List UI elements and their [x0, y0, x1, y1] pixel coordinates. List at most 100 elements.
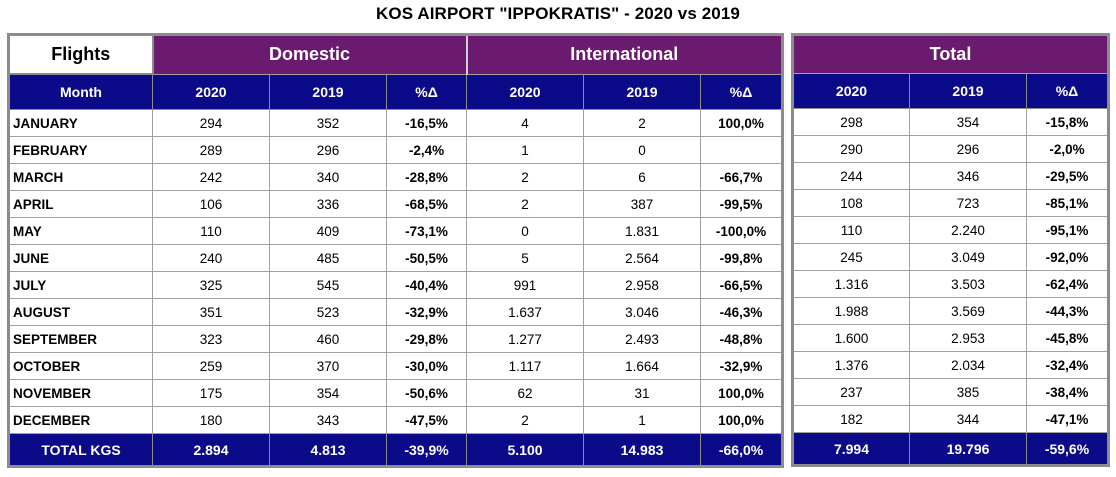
international-2019-cell: 387 — [583, 190, 702, 218]
month-cell: AUGUST — [8, 298, 153, 326]
international-2020-cell: 2 — [466, 163, 585, 191]
table-row: JANUARY 294 352 -16,5% 4 2 100,0% — [8, 109, 784, 137]
report-title: KOS AIRPORT "IPPOKRATIS" - 2020 vs 2019 — [376, 4, 740, 23]
total-table-row: 108 723 -85,1% — [792, 189, 1109, 217]
international-2020-cell: 991 — [466, 271, 585, 299]
total-pct-cell: -38,4% — [1026, 378, 1109, 406]
domestic-2019-cell: 343 — [269, 406, 387, 434]
total-table-row: 290 296 -2,0% — [792, 135, 1109, 163]
total-table-row: 1.988 3.569 -44,3% — [792, 297, 1109, 325]
domestic-2019-cell: 340 — [269, 163, 387, 191]
domestic-pct-total: -39,9% — [385, 433, 468, 467]
international-2019-cell: 31 — [583, 379, 702, 407]
total-table: Total 2020 2019 %Δ 298 354 -15,8% 290 296 -2,… — [791, 33, 1110, 467]
total-2020-cell: 1.988 — [792, 297, 910, 325]
column-header-row: Month 2020 2019 %Δ 2020 2019 %Δ — [8, 73, 784, 110]
domestic-pct-cell: -32,9% — [385, 298, 468, 326]
total-2019-cell: 344 — [909, 405, 1027, 433]
total-pct-cell: -29,5% — [1026, 162, 1109, 190]
international-2019-cell: 2.493 — [583, 325, 702, 353]
total-2019-cell: 2.953 — [909, 324, 1027, 352]
month-cell: OCTOBER — [8, 352, 153, 380]
month-cell: DECEMBER — [8, 406, 153, 434]
total-2019-cell: 3.049 — [909, 243, 1027, 271]
domestic-2019-cell: 352 — [269, 109, 387, 137]
total-2019-total: 19.796 — [909, 432, 1027, 466]
total-pct-cell: -45,8% — [1026, 324, 1109, 352]
month-cell: JANUARY — [8, 109, 153, 137]
table-row: OCTOBER 259 370 -30,0% 1.117 1.664 -32,9% — [8, 352, 784, 380]
domestic-2020-total: 2.894 — [152, 433, 270, 467]
total-pct-cell: -85,1% — [1026, 189, 1109, 217]
domestic-international-table: Flights Domestic International Month 202… — [7, 33, 785, 468]
total-table-row: 245 3.049 -92,0% — [792, 243, 1109, 271]
domestic-2020-cell: 323 — [152, 325, 270, 353]
table-row: SEPTEMBER 323 460 -29,8% 1.277 2.493 -48,8% — [8, 325, 784, 353]
total-pct-cell: -92,0% — [1026, 243, 1109, 271]
table-row: DECEMBER 180 343 -47,5% 2 1 100,0% — [8, 406, 784, 434]
group-header-row: Flights Domestic International — [7, 33, 784, 75]
domestic-pct-cell: -2,4% — [385, 136, 468, 164]
international-2020-header: 2020 — [466, 73, 585, 110]
month-header: Month — [8, 73, 153, 110]
total-pct-total: -59,6% — [1026, 432, 1109, 466]
table-row: MAY 110 409 -73,1% 0 1.831 -100,0% — [8, 217, 784, 245]
total-2020-cell: 1.376 — [792, 351, 910, 379]
domestic-pct-cell: -50,5% — [385, 244, 468, 272]
total-header: Total — [792, 34, 1109, 74]
total-pct-cell: -2,0% — [1026, 135, 1109, 163]
international-pct-cell — [700, 136, 784, 164]
month-cell: JUNE — [8, 244, 153, 272]
domestic-pct-cell: -40,4% — [385, 271, 468, 299]
total-2019-cell: 385 — [909, 378, 1027, 406]
total-2019-cell: 3.569 — [909, 297, 1027, 325]
domestic-2019-cell: 523 — [269, 298, 387, 326]
domestic-header: Domestic — [151, 34, 468, 75]
domestic-pct-cell: -28,8% — [385, 163, 468, 191]
total-totals-row: 7.994 19.796 -59,6% — [792, 432, 1109, 466]
domestic-pct-cell: -68,5% — [385, 190, 468, 218]
domestic-2020-cell: 175 — [152, 379, 270, 407]
international-pct-cell: -32,9% — [700, 352, 784, 380]
total-2020-cell: 1.316 — [792, 270, 910, 298]
total-2020-cell: 290 — [792, 135, 910, 163]
month-cell: SEPTEMBER — [8, 325, 153, 353]
international-2020-cell: 1 — [466, 136, 585, 164]
total-2019-cell: 346 — [909, 162, 1027, 190]
domestic-2020-header: 2020 — [152, 73, 270, 110]
international-2019-cell: 2.958 — [583, 271, 702, 299]
international-2019-cell: 1.831 — [583, 217, 702, 245]
total-2020-cell: 108 — [792, 189, 910, 217]
international-2019-cell: 2 — [583, 109, 702, 137]
international-2019-cell: 0 — [583, 136, 702, 164]
total-pct-header: %Δ — [1026, 73, 1109, 109]
total-column-header-row: 2020 2019 %Δ — [792, 73, 1109, 109]
total-2020-cell: 298 — [792, 108, 910, 136]
domestic-2020-cell: 240 — [152, 244, 270, 272]
domestic-2019-cell: 296 — [269, 136, 387, 164]
total-2019-cell: 296 — [909, 135, 1027, 163]
international-2020-cell: 1.117 — [466, 352, 585, 380]
domestic-2020-cell: 289 — [152, 136, 270, 164]
domestic-2019-header: 2019 — [269, 73, 387, 110]
international-pct-cell: 100,0% — [700, 109, 784, 137]
total-table-row: 298 354 -15,8% — [792, 108, 1109, 136]
domestic-pct-cell: -47,5% — [385, 406, 468, 434]
total-pct-cell: -62,4% — [1026, 270, 1109, 298]
total-2019-cell: 2.240 — [909, 216, 1027, 244]
international-2019-cell: 1 — [583, 406, 702, 434]
total-2019-cell: 723 — [909, 189, 1027, 217]
table-row: MARCH 242 340 -28,8% 2 6 -66,7% — [8, 163, 784, 191]
international-pct-total: -66,0% — [700, 433, 784, 467]
total-pct-cell: -32,4% — [1026, 351, 1109, 379]
international-2019-cell: 1.664 — [583, 352, 702, 380]
total-2019-cell: 2.034 — [909, 351, 1027, 379]
domestic-2019-cell: 460 — [269, 325, 387, 353]
domestic-2020-cell: 294 — [152, 109, 270, 137]
totals-label: TOTAL KGS — [8, 433, 153, 467]
international-2019-cell: 6 — [583, 163, 702, 191]
international-2020-cell: 1.637 — [466, 298, 585, 326]
domestic-2019-cell: 545 — [269, 271, 387, 299]
month-cell: MARCH — [8, 163, 153, 191]
total-table-row: 1.316 3.503 -62,4% — [792, 270, 1109, 298]
